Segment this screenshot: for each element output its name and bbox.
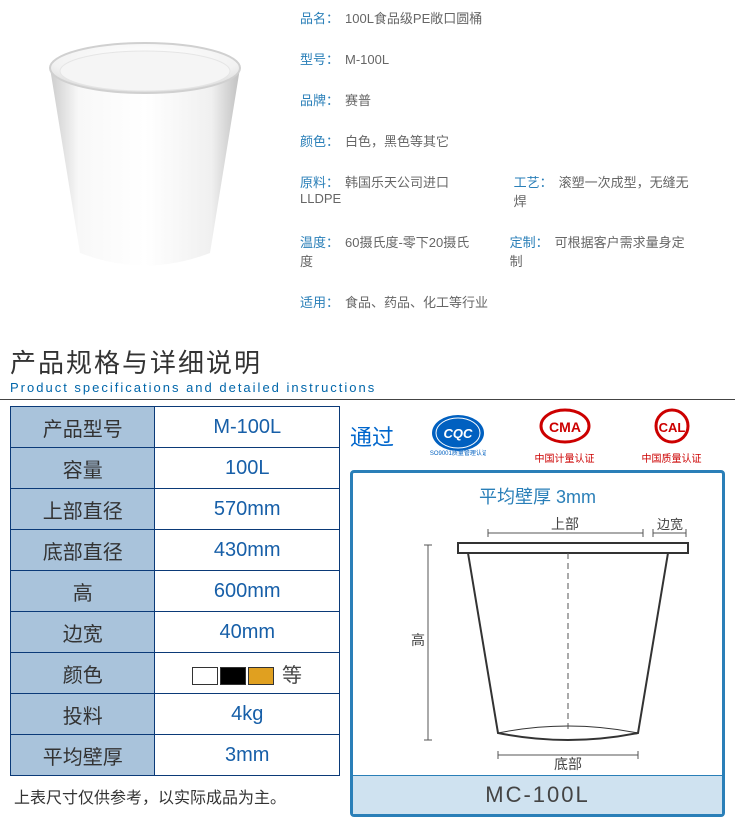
color-swatch — [248, 667, 274, 685]
spec-val: 430mm — [155, 530, 340, 571]
spec-key: 颜色 — [11, 653, 155, 694]
spec-title-en: Product specifications and detailed inst… — [10, 380, 725, 395]
spec-title-zh: 产品规格与详细说明 — [10, 343, 725, 380]
info-usage: 适用：食品、药品、化工等行业 — [300, 292, 725, 311]
spec-key: 高 — [11, 571, 155, 612]
svg-text:CAL: CAL — [658, 420, 685, 435]
spec-val: 40mm — [155, 612, 340, 653]
badge-cqc: CQC ISO9001质量管理认证 — [404, 413, 511, 459]
pass-label: 通过 — [350, 420, 394, 452]
spec-key: 边宽 — [11, 612, 155, 653]
spec-table: 产品型号M-100L容量100L上部直径570mm底部直径430mm高600mm… — [10, 406, 340, 776]
spec-key: 容量 — [11, 448, 155, 489]
spec-val: 4kg — [155, 694, 340, 735]
svg-text:CQC: CQC — [443, 426, 473, 441]
svg-text:CMA: CMA — [549, 419, 581, 435]
svg-text:ISO9001质量管理认证: ISO9001质量管理认证 — [430, 449, 486, 457]
cert-badges: 通过 CQC ISO9001质量管理认证 CMA 中国计量认证 — [350, 406, 725, 466]
badge-cal: CAL 中国质量认证 — [618, 408, 725, 465]
info-material-process: 原料：韩国乐天公司进口LLDPE 工艺：滚塑一次成型，无缝无焊 — [300, 172, 725, 210]
spec-val: 600mm — [155, 571, 340, 612]
diagram-title: 平均壁厚 3mm — [353, 473, 722, 515]
dimension-diagram: 平均壁厚 3mm 上部 边宽 高 — [350, 470, 725, 817]
info-name: 品名：100L食品级PE敞口圆桶 — [300, 8, 725, 27]
spec-val: 3mm — [155, 735, 340, 776]
info-brand: 品牌：赛普 — [300, 90, 725, 109]
svg-text:边宽: 边宽 — [656, 517, 682, 532]
color-swatch — [220, 667, 246, 685]
badge-cma: CMA 中国计量认证 — [511, 408, 618, 465]
spec-key: 平均壁厚 — [11, 735, 155, 776]
info-color: 颜色：白色，黑色等其它 — [300, 131, 725, 150]
product-image — [10, 8, 280, 298]
svg-text:上部: 上部 — [551, 516, 579, 532]
spec-key: 上部直径 — [11, 489, 155, 530]
info-temp-custom: 温度：60摄氏度-零下20摄氏度 定制：可根据客户需求量身定制 — [300, 232, 725, 270]
spec-key: 产品型号 — [11, 407, 155, 448]
spec-key: 投料 — [11, 694, 155, 735]
spec-val: 等 — [155, 653, 340, 694]
spec-header: 产品规格与详细说明 Product specifications and det… — [0, 343, 735, 400]
svg-text:底部: 底部 — [554, 756, 582, 772]
info-list: 品名：100L食品级PE敞口圆桶 型号：M-100L 品牌：赛普 颜色：白色，黑… — [280, 8, 725, 333]
spec-val: M-100L — [155, 407, 340, 448]
spec-key: 底部直径 — [11, 530, 155, 571]
spec-val: 570mm — [155, 489, 340, 530]
color-swatch — [192, 667, 218, 685]
svg-text:高: 高 — [411, 632, 425, 648]
info-model: 型号：M-100L — [300, 49, 725, 68]
footnote: 上表尺寸仅供参考，以实际成品为主。 — [10, 776, 340, 808]
spec-val: 100L — [155, 448, 340, 489]
diagram-model: MC-100L — [353, 775, 722, 814]
